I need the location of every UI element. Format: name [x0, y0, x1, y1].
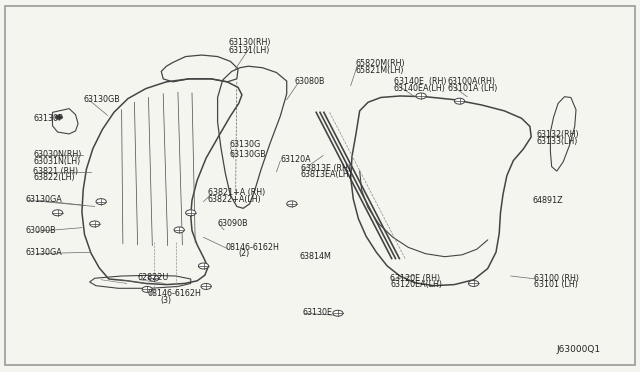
Text: 63130(RH): 63130(RH) — [228, 38, 271, 47]
Circle shape — [198, 263, 209, 269]
Text: 63140EA(LH): 63140EA(LH) — [394, 84, 445, 93]
Text: 63101A (LH): 63101A (LH) — [448, 84, 497, 93]
Text: 63822(LH): 63822(LH) — [33, 173, 75, 182]
Text: 63120E (RH): 63120E (RH) — [390, 274, 440, 283]
Circle shape — [201, 283, 211, 289]
Text: 63120A: 63120A — [280, 155, 311, 164]
Text: 63133(LH): 63133(LH) — [536, 137, 578, 146]
Text: 64891Z: 64891Z — [532, 196, 563, 205]
Text: 63101 (LH): 63101 (LH) — [534, 280, 579, 289]
Text: 63100A(RH): 63100A(RH) — [448, 77, 496, 86]
Text: 63132(RH): 63132(RH) — [536, 130, 579, 139]
Text: (2): (2) — [238, 249, 250, 258]
Circle shape — [52, 210, 63, 216]
Text: 63090B: 63090B — [218, 219, 248, 228]
Text: 08146-6162H: 08146-6162H — [147, 289, 201, 298]
Text: 63090B: 63090B — [26, 226, 56, 235]
Text: 63130GA: 63130GA — [26, 248, 62, 257]
Text: 63140E  (RH): 63140E (RH) — [394, 77, 446, 86]
Circle shape — [468, 280, 479, 286]
Text: 63031N(LH): 63031N(LH) — [33, 157, 81, 166]
Text: 62822U: 62822U — [138, 273, 169, 282]
Circle shape — [287, 201, 297, 207]
Circle shape — [55, 115, 63, 119]
Text: 63080B: 63080B — [294, 77, 325, 86]
Text: 63130GB: 63130GB — [83, 95, 120, 104]
Text: 63130GB: 63130GB — [229, 150, 266, 159]
Text: 63131(LH): 63131(LH) — [229, 46, 270, 55]
Text: 63130F: 63130F — [33, 114, 63, 123]
Text: 65820M(RH): 65820M(RH) — [355, 59, 405, 68]
Text: 63814M: 63814M — [300, 252, 332, 261]
Circle shape — [96, 199, 106, 205]
Text: 63813EA(LH): 63813EA(LH) — [301, 170, 353, 179]
Text: 63120EA(LH): 63120EA(LH) — [390, 280, 442, 289]
Text: 63130G: 63130G — [229, 140, 260, 149]
Text: 63821+A (RH): 63821+A (RH) — [208, 188, 265, 197]
Circle shape — [186, 210, 196, 216]
Circle shape — [90, 221, 100, 227]
Text: 63130E: 63130E — [302, 308, 332, 317]
Circle shape — [142, 286, 152, 292]
FancyBboxPatch shape — [5, 6, 635, 365]
Circle shape — [333, 310, 343, 316]
Circle shape — [416, 93, 426, 99]
Text: (3): (3) — [160, 296, 171, 305]
Text: 63813E (RH): 63813E (RH) — [301, 164, 351, 173]
Text: 63130GA: 63130GA — [26, 195, 62, 203]
Text: 63821 (RH): 63821 (RH) — [33, 167, 79, 176]
Text: 08146-6162H: 08146-6162H — [225, 243, 279, 252]
Text: 65821M(LH): 65821M(LH) — [355, 66, 404, 75]
Text: 63100 (RH): 63100 (RH) — [534, 274, 579, 283]
Text: J63000Q1: J63000Q1 — [557, 345, 601, 354]
Text: 63822+A(LH): 63822+A(LH) — [208, 195, 262, 204]
Circle shape — [148, 275, 159, 281]
Text: 63030N(RH): 63030N(RH) — [33, 150, 82, 159]
Circle shape — [454, 98, 465, 104]
Circle shape — [174, 227, 184, 233]
